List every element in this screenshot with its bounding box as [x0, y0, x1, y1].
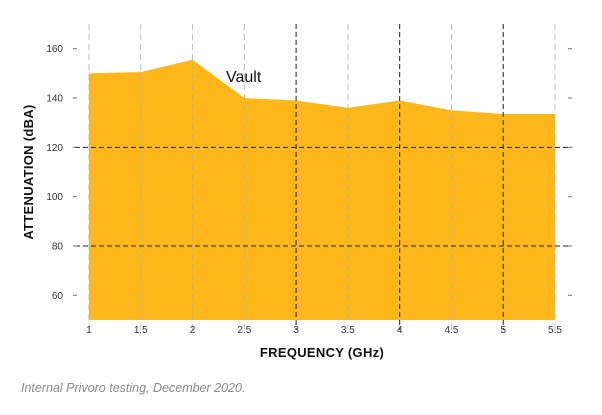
- x-tick-label: 2: [190, 325, 196, 336]
- y-tick-label: 160: [46, 44, 63, 55]
- y-tick-label: 80: [52, 242, 64, 253]
- y-tick-label: 120: [46, 143, 63, 154]
- grid-layer: [75, 24, 572, 330]
- x-tick-label: 5.5: [548, 325, 562, 336]
- x-tick-label: 3.5: [341, 325, 355, 336]
- x-tick-label: 1: [86, 325, 92, 336]
- tick-layer: 1 1.5 2 2.5 3 3.5 4 4.5 5 5.5 60 80 100 120 140 160: [46, 44, 572, 336]
- x-tick-label: 1.5: [134, 325, 148, 336]
- area-series-vault: [89, 59, 555, 321]
- x-tick-label: 5: [500, 325, 506, 336]
- x-tick-label: 2.5: [237, 325, 251, 336]
- area-layer: [88, 59, 556, 321]
- x-tick-label: 3: [293, 325, 299, 336]
- y-axis-title: ATTENUATION (dBA): [21, 104, 36, 239]
- x-axis-title: FREQUENCY (GHz): [260, 345, 384, 360]
- y-tick-label: 100: [46, 192, 63, 203]
- y-tick-label: 140: [46, 94, 63, 105]
- series-label-vault: Vault: [226, 69, 262, 86]
- x-tick-label: 4: [397, 325, 403, 336]
- y-tick-label: 60: [52, 291, 64, 302]
- caption: Internal Privoro testing, December 2020.: [21, 381, 246, 395]
- x-tick-label: 4.5: [444, 325, 458, 336]
